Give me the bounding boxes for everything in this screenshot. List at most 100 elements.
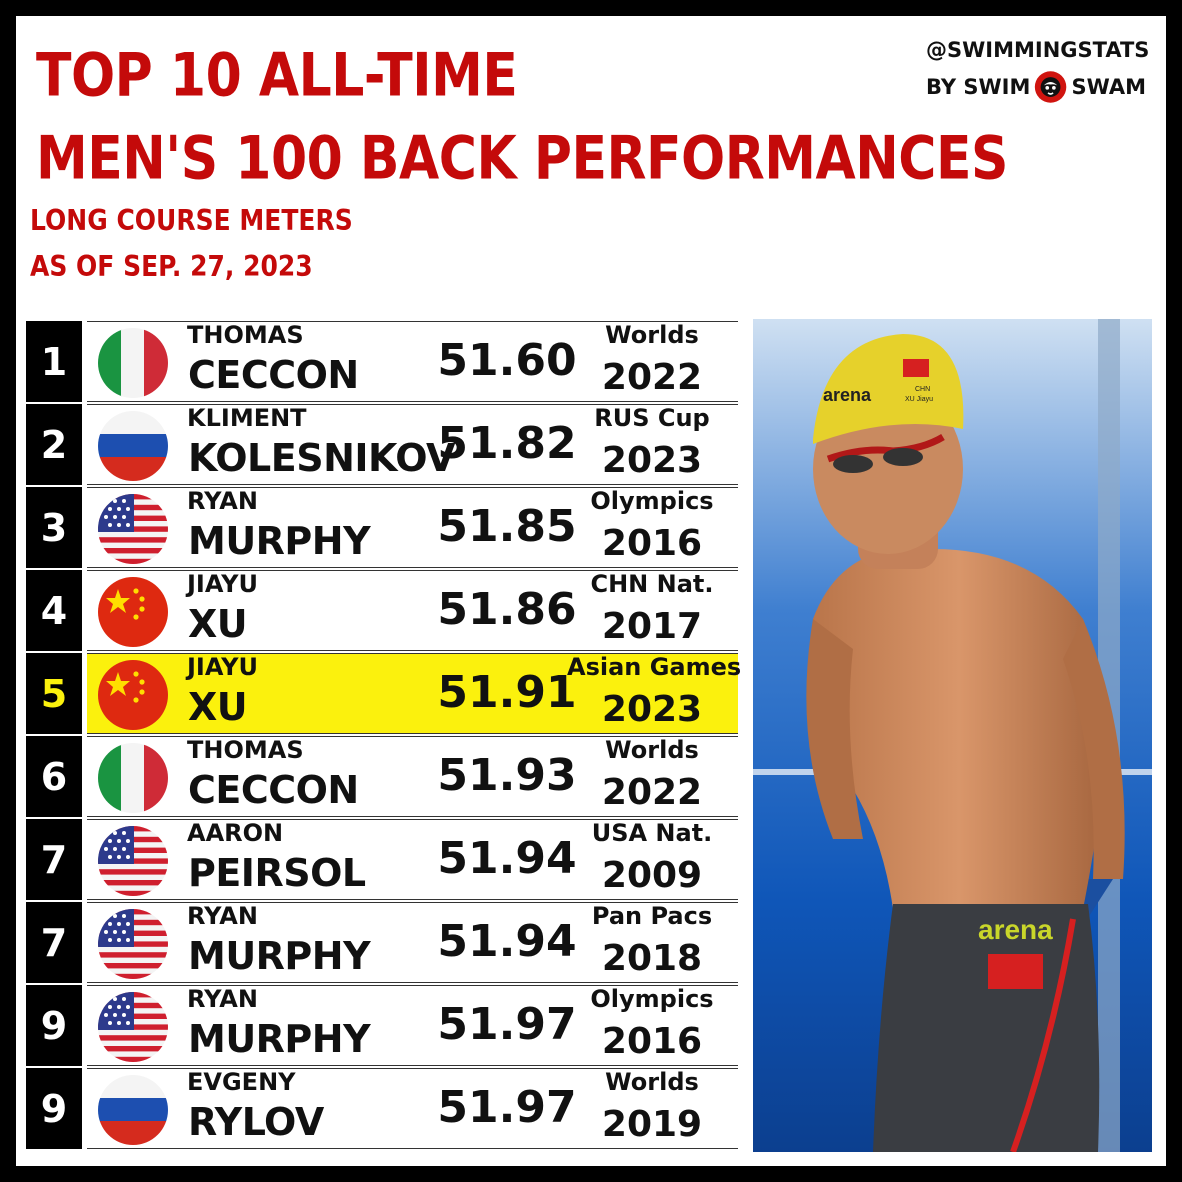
last-name: MURPHY (188, 934, 371, 978)
meet-name: Worlds (605, 1068, 699, 1096)
meet-year: 2018 (601, 938, 703, 979)
meet-name: Pan Pacs (591, 902, 713, 930)
russia-flag-icon (98, 411, 168, 481)
first-name: JIAYU (187, 653, 259, 681)
rank-badge: 3 (26, 487, 82, 568)
subtitle-date: AS OF SEP. 27, 2023 (30, 249, 313, 284)
rank-badge: 7 (26, 902, 82, 983)
brand-block: @SWIMMINGSTATS BY SWIM SWAM (926, 38, 1150, 107)
title-line-2: MEN'S 100 BACK PERFORMANCES (36, 124, 1008, 194)
meet-name: Olympics (590, 985, 714, 1013)
first-name: AARON (187, 819, 284, 847)
table-row: 5 JIAYU XU 51.91 Asian Games 2023 (26, 653, 742, 736)
last-name: KOLESNIKOV (188, 436, 455, 480)
meet-year: 2022 (601, 357, 703, 398)
row-cell: THOMAS CECCON 51.93 Worlds 2022 (87, 736, 738, 817)
rank-badge: 5 (26, 653, 82, 734)
row-cell: EVGENY RYLOV 51.97 Worlds 2019 (87, 1068, 738, 1149)
meet-name: CHN Nat. (590, 570, 714, 598)
row-cell: THOMAS CECCON 51.60 Worlds 2022 (87, 321, 738, 402)
row-cell: JIAYU XU 51.86 CHN Nat. 2017 (87, 570, 738, 651)
row-cell: AARON PEIRSOL 51.94 USA Nat. 2009 (87, 819, 738, 900)
first-name: RYAN (187, 985, 258, 1013)
table-row: 9 EVGENY RYLOV 51.97 Worlds 2019 (26, 1068, 738, 1151)
last-name: RYLOV (188, 1100, 324, 1144)
usa-flag-icon (98, 909, 168, 979)
rank-badge: 9 (26, 1068, 82, 1149)
last-name: XU (188, 602, 248, 646)
rank-badge: 7 (26, 819, 82, 900)
row-cell: JIAYU XU 51.91 Asian Games 2023 (87, 653, 742, 734)
usa-flag-icon (98, 826, 168, 896)
cap-name-text: XU Jiayu (905, 396, 933, 403)
suit-brand-text: arena (978, 914, 1053, 945)
row-cell: KLIMENT KOLESNIKOV 51.82 RUS Cup 2023 (87, 404, 738, 485)
table-row: 1 THOMAS CECCON 51.60 Worlds 2022 (26, 321, 738, 404)
row-cell: RYAN MURPHY 51.97 Olympics 2016 (87, 985, 738, 1066)
table-row: 4 JIAYU XU 51.86 CHN Nat. 2017 (26, 570, 738, 653)
first-name: JIAYU (187, 570, 259, 598)
swim-time: 51.82 (437, 418, 577, 469)
meet-name: Olympics (590, 487, 714, 515)
meet-year: 2016 (601, 1021, 703, 1062)
swimswam-logo-icon (1035, 71, 1067, 103)
infographic-card: TOP 10 ALL-TIME MEN'S 100 BACK PERFORMAN… (16, 16, 1166, 1166)
meet-year: 2009 (601, 855, 703, 896)
table-row: 7 RYAN MURPHY 51.94 Pan Pacs 2018 (26, 902, 738, 985)
table-row: 7 AARON PEIRSOL 51.94 USA Nat. 2009 (26, 819, 738, 902)
rank-badge: 9 (26, 985, 82, 1066)
brand-byline: BY SWIM SWAM (926, 67, 1146, 107)
last-name: CECCON (188, 353, 359, 397)
row-cell: RYAN MURPHY 51.94 Pan Pacs 2018 (87, 902, 738, 983)
usa-flag-icon (98, 494, 168, 564)
swim-time: 51.93 (437, 750, 577, 801)
meet-year: 2016 (601, 523, 703, 564)
rank-badge: 1 (26, 321, 82, 402)
first-name: RYAN (187, 487, 258, 515)
meet-name: Worlds (605, 321, 699, 349)
china-flag-icon (98, 577, 168, 647)
table-row: 3 RYAN MURPHY 51.85 Olympics 2016 (26, 487, 738, 570)
first-name: THOMAS (187, 321, 304, 349)
brand-swam-text: SWAM (1071, 74, 1147, 99)
first-name: THOMAS (187, 736, 304, 764)
meet-year: 2023 (601, 689, 703, 730)
rank-badge: 6 (26, 736, 82, 817)
row-cell: RYAN MURPHY 51.85 Olympics 2016 (87, 487, 738, 568)
meet-year: 2019 (601, 1104, 703, 1145)
meet-name: Asian Games (567, 653, 742, 681)
swim-time: 51.86 (437, 584, 577, 635)
meet-year: 2017 (601, 606, 703, 647)
rank-badge: 2 (26, 404, 82, 485)
rank-badge: 4 (26, 570, 82, 651)
meet-name: Worlds (605, 736, 699, 764)
swim-time: 51.94 (437, 833, 577, 884)
brand-handle: @SWIMMINGSTATS (926, 38, 1150, 62)
last-name: MURPHY (188, 1017, 371, 1061)
italy-flag-icon (98, 328, 168, 398)
meet-name: RUS Cup (594, 404, 710, 432)
swim-time: 51.60 (437, 335, 577, 386)
last-name: CECCON (188, 768, 359, 812)
last-name: PEIRSOL (188, 851, 366, 895)
subtitle-course: LONG COURSE METERS (30, 203, 353, 238)
china-flag-icon (98, 660, 168, 730)
swimmer-photo: arena CHN XU Jiayu arena (753, 319, 1152, 1152)
meet-year: 2023 (601, 440, 703, 481)
last-name: XU (188, 685, 248, 729)
table-row: 6 THOMAS CECCON 51.93 Worlds 2022 (26, 736, 738, 819)
swim-time: 51.91 (437, 667, 577, 718)
first-name: EVGENY (187, 1068, 296, 1096)
cap-brand-text: arena (823, 385, 872, 405)
title-line-1: TOP 10 ALL-TIME (36, 41, 518, 111)
table-row: 2 KLIMENT KOLESNIKOV 51.82 RUS Cup 2023 (26, 404, 738, 487)
russia-flag-icon (98, 1075, 168, 1145)
meet-name: USA Nat. (591, 819, 713, 847)
swim-time: 51.97 (437, 999, 577, 1050)
last-name: MURPHY (188, 519, 371, 563)
table-row: 9 RYAN MURPHY 51.97 Olympics 2016 (26, 985, 738, 1068)
first-name: KLIMENT (187, 404, 307, 432)
cap-country-text: CHN (915, 386, 930, 393)
italy-flag-icon (98, 743, 168, 813)
swim-time: 51.94 (437, 916, 577, 967)
